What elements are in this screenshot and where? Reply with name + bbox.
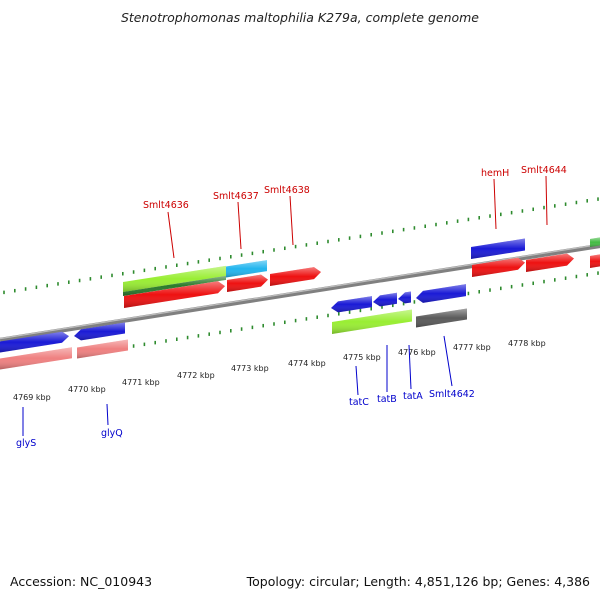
gene-label-hemH: hemH <box>481 168 509 179</box>
feature-Smlt4636-shade <box>124 281 225 308</box>
feature-hemH-shade <box>472 257 525 277</box>
feature-Smlt4638-shade <box>270 267 321 286</box>
feature-edge-red-shade <box>590 254 600 268</box>
feature-tatA-shade <box>398 291 411 304</box>
feature-lime-2-shade <box>332 309 412 334</box>
feature-tracks <box>0 237 600 370</box>
kbp-label: 4778 kbp <box>508 339 546 348</box>
feature-Smlt4642-shade <box>416 308 467 328</box>
kbp-label: 4772 kbp <box>177 371 215 380</box>
kbp-label: 4771 kbp <box>122 378 160 387</box>
backbone-highlight <box>0 243 600 340</box>
kbp-label: 4775 kbp <box>343 353 381 362</box>
kbp-label: 4777 kbp <box>453 343 491 352</box>
leader-line-Smlt4638 <box>289 195 294 246</box>
leader-line-Smlt4636 <box>167 211 175 259</box>
gene-label-glyS: glyS <box>16 438 36 449</box>
kbp-label: 4776 kbp <box>398 348 436 357</box>
genome-backbone <box>0 243 600 343</box>
kbp-label: 4774 kbp <box>288 359 326 368</box>
kbp-label: 4769 kbp <box>13 393 51 402</box>
gene-label-Smlt4637: Smlt4637 <box>213 191 259 202</box>
gene-label-tatC: tatC <box>349 397 369 408</box>
kbp-scale-labels: 4769 kbp 4770 kbp 4771 kbp 4772 kbp 4773 kbp… <box>13 339 546 402</box>
leader-line-Smlt4637 <box>237 201 242 250</box>
kbp-label: 4770 kbp <box>68 385 106 394</box>
leader-line-tatA <box>408 344 412 390</box>
gene-label-tatA: tatA <box>403 391 423 402</box>
leader-line-tatC <box>355 365 359 396</box>
feature-Smlt4637-shade <box>227 274 268 292</box>
feature-Smlt4644-shade <box>526 253 574 272</box>
feature-edge-green-shade <box>590 237 600 247</box>
feature-cyan-shade <box>226 260 267 278</box>
feature-glyS-shade <box>0 331 69 353</box>
kbp-label: 4773 kbp <box>231 364 269 373</box>
feature-hemH-blue-shade <box>471 238 525 259</box>
gene-label-Smlt4638: Smlt4638 <box>264 185 310 196</box>
leader-line-glyQ <box>106 403 109 426</box>
feature-glyQ-shade <box>74 322 125 341</box>
feature-lime-1-shade <box>123 265 226 292</box>
leader-line-hemH <box>493 178 497 230</box>
topology-text: Topology: circular; Length: 4,851,126 bp… <box>246 574 590 589</box>
gene-label-glyQ: glyQ <box>101 428 123 439</box>
gene-label-Smlt4636: Smlt4636 <box>143 200 189 211</box>
feature-tatC-shade <box>331 296 372 313</box>
feature-darkgreen-1-shade <box>123 275 226 296</box>
leader-line-Smlt4642 <box>443 335 453 387</box>
feature-tatB-shade <box>373 292 397 307</box>
map-title: Stenotrophomonas maltophilia K279a, comp… <box>120 10 480 25</box>
feature-upper-blue-shade <box>416 284 466 303</box>
gene-labels: Smlt4636 Smlt4637 Smlt4638 hemH Smlt4644 glyS… <box>16 165 567 449</box>
leader-line-Smlt4644 <box>545 175 548 226</box>
gene-label-Smlt4644: Smlt4644 <box>521 165 567 176</box>
feature-glyS-rna-shade <box>0 347 72 370</box>
feature-glyQ-rna-shade <box>77 339 128 359</box>
accession-text: Accession: NC_010943 <box>10 574 153 589</box>
gene-label-tatB: tatB <box>377 394 397 405</box>
gene-label-Smlt4642: Smlt4642 <box>429 389 475 400</box>
